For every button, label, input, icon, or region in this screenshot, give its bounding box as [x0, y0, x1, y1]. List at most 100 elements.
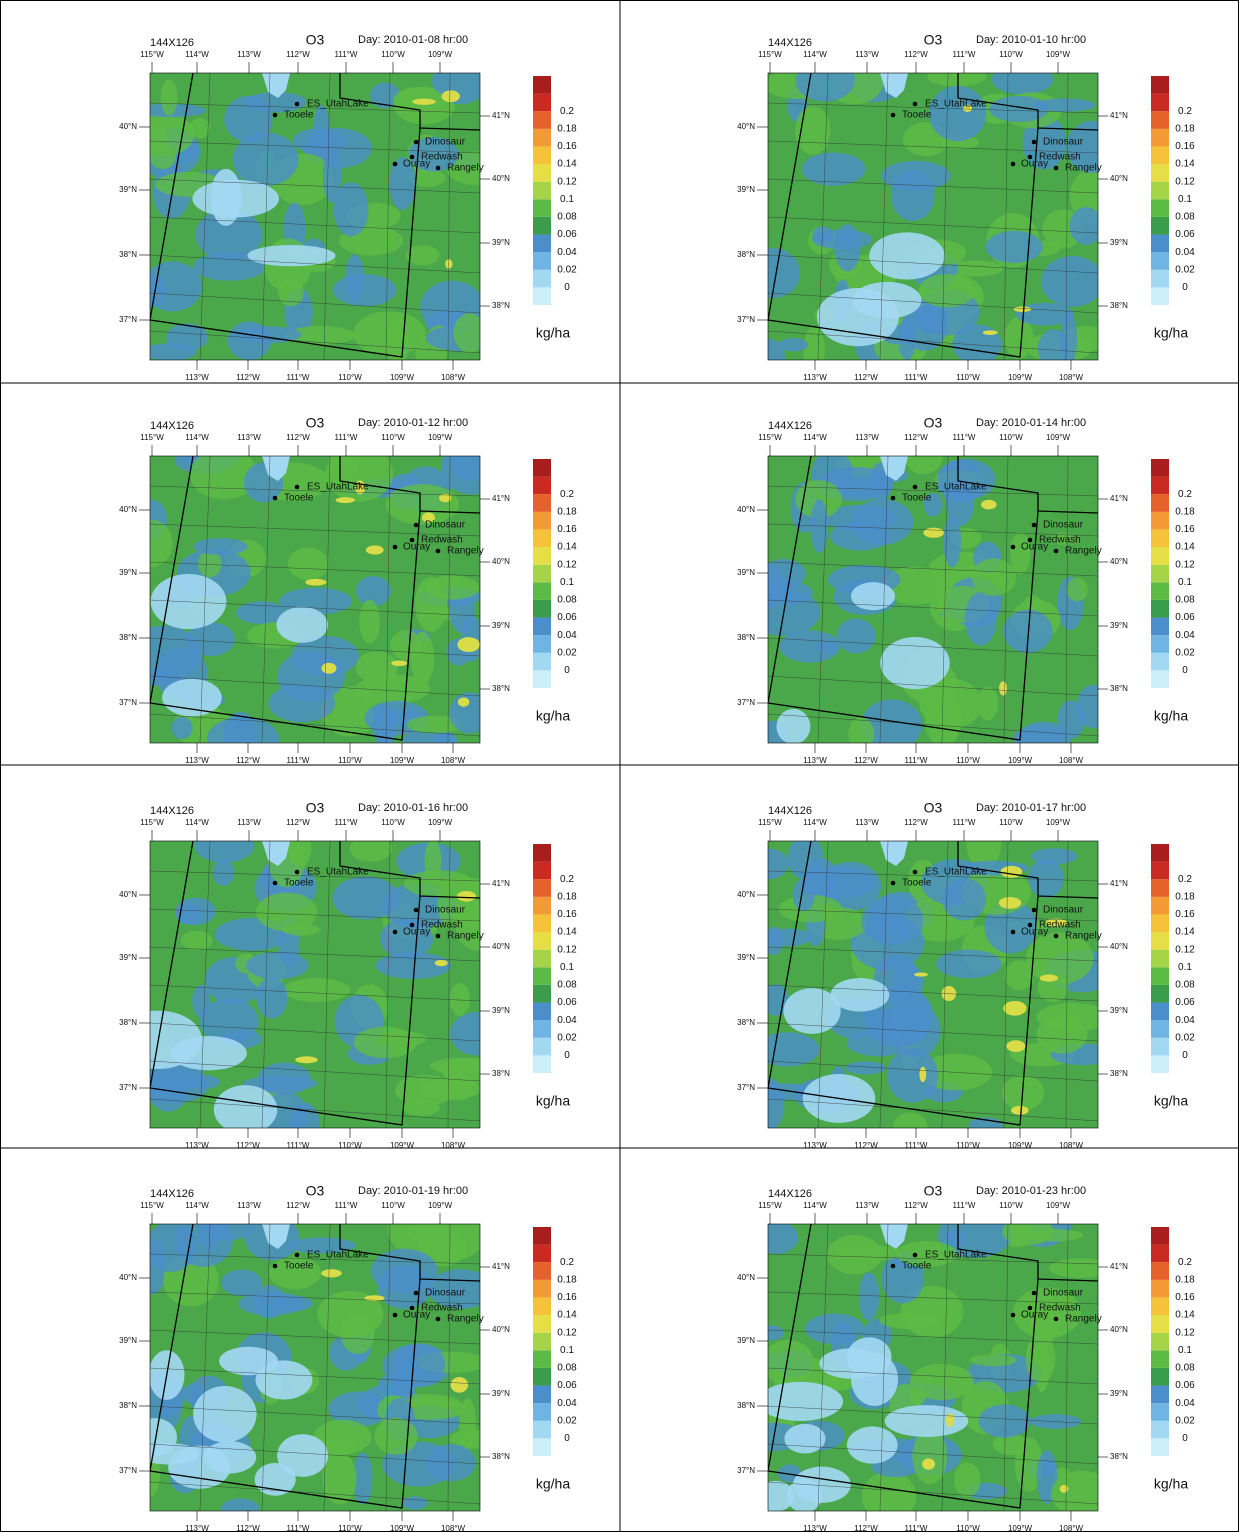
station-dot [413, 522, 419, 528]
county-line [150, 1443, 480, 1465]
field-patch [224, 95, 273, 143]
county-line [150, 102, 480, 114]
field-patch [402, 1098, 440, 1117]
station-label: ES_UtahLake [925, 867, 987, 878]
field-patch [441, 90, 460, 103]
county-line [941, 456, 949, 743]
station-label: Redwash [421, 920, 463, 931]
field-patch [964, 592, 997, 646]
colorbar-box [1151, 287, 1169, 305]
colorbar-unit: kg/ha [1154, 708, 1188, 724]
field-patch [812, 229, 873, 250]
station-label: Dinosaur [425, 1288, 466, 1299]
lon-label: 113°W [237, 50, 261, 59]
field-patch [285, 325, 356, 345]
lon-label: 111°W [287, 756, 310, 765]
station-label: ES_UtahLake [925, 99, 987, 110]
lat-label: 38°N [1110, 684, 1128, 693]
county-line [385, 841, 391, 1128]
lon-label: 113°W [803, 1524, 827, 1532]
colorbar-box [1151, 844, 1169, 862]
field-patch [276, 606, 328, 643]
station-label: Ouray [1021, 542, 1048, 553]
lon-label: 113°W [185, 373, 209, 382]
map-field [150, 1224, 480, 1511]
county-line [1003, 456, 1009, 743]
colorbar-box [1151, 1332, 1169, 1351]
lat-label: 39°N [119, 185, 137, 194]
field-patch [403, 870, 475, 898]
station-dot [1027, 154, 1033, 160]
station-dot [435, 933, 441, 939]
station-dot [1031, 907, 1037, 913]
field-patch [380, 918, 434, 959]
colorbar-label: 0.16 [1175, 141, 1195, 152]
lon-label: 110°W [999, 433, 1023, 442]
station-dot [413, 1290, 419, 1296]
colorbar-box [533, 1279, 551, 1298]
lon-label: 112°W [904, 50, 928, 59]
lat-label: 41°N [1110, 111, 1128, 120]
variable-label: O3 [924, 415, 943, 431]
field-patch [369, 82, 401, 108]
lon-label: 115°W [758, 818, 782, 827]
colorbar-box [1151, 914, 1169, 933]
county-line [199, 1224, 211, 1511]
field-patch [848, 717, 875, 743]
field-patch [414, 576, 448, 632]
colorbar-box [533, 896, 551, 915]
station-dot [435, 165, 441, 171]
lat-label: 38°N [1110, 1069, 1128, 1078]
county-line [1065, 456, 1069, 743]
field-patch [322, 147, 342, 203]
colorbar-box [1151, 861, 1169, 880]
county-line [768, 1098, 1098, 1122]
colorbar-box [1151, 879, 1169, 897]
station-dot [409, 537, 415, 543]
lat-label: 37°N [737, 1466, 755, 1475]
county-line [768, 140, 1098, 154]
colorbar-box [533, 529, 551, 548]
station-label: ES_UtahLake [307, 99, 369, 110]
variable-label: O3 [924, 800, 943, 816]
colorbar-box [533, 164, 551, 182]
colorbar-unit: kg/ha [1154, 1476, 1188, 1492]
lon-label: 112°W [854, 1141, 878, 1150]
field-patch [277, 1434, 329, 1477]
colorbar-box [1151, 617, 1169, 636]
colorbar-label: 0 [564, 282, 570, 293]
field-patch [884, 1405, 969, 1438]
station-label: Rangely [447, 163, 484, 174]
field-patch [1051, 1470, 1098, 1511]
county-line [768, 870, 1098, 882]
field-patch [945, 479, 975, 526]
county-line [768, 1291, 1098, 1305]
lon-label: 113°W [185, 1141, 209, 1150]
field-patch [247, 244, 336, 267]
county-line [879, 456, 889, 743]
station-label: ES_UtahLake [925, 482, 987, 493]
county-line [1003, 1224, 1009, 1511]
field-patch [412, 98, 436, 105]
colorbar-label: 0.12 [557, 1327, 577, 1338]
colorbar-box [533, 1002, 551, 1021]
lon-label: 109°W [428, 433, 453, 442]
map-panel: 144X126 O3 Day: 2010-01-10 hr:00 115°W 114°W… [737, 32, 1195, 382]
field-patch [450, 456, 480, 482]
colorbar-box [533, 1350, 551, 1368]
colorbar-label: 0.2 [1178, 874, 1192, 885]
field-patch [971, 558, 1017, 596]
lon-label: 115°W [140, 1201, 164, 1210]
lat-label: 38°N [492, 301, 510, 310]
station-dot [409, 922, 415, 928]
county-line [150, 178, 480, 194]
lon-label: 112°W [904, 818, 928, 827]
map-border [767, 840, 1099, 1129]
colorbar-label: 0.16 [557, 141, 577, 152]
field-patch [1004, 960, 1035, 991]
lon-label: 110°W [338, 1524, 362, 1532]
field-patch [457, 697, 470, 707]
colorbar-box [533, 1367, 551, 1386]
station-label: Redwash [421, 535, 463, 546]
colorbar-label: 0.18 [1175, 123, 1195, 134]
